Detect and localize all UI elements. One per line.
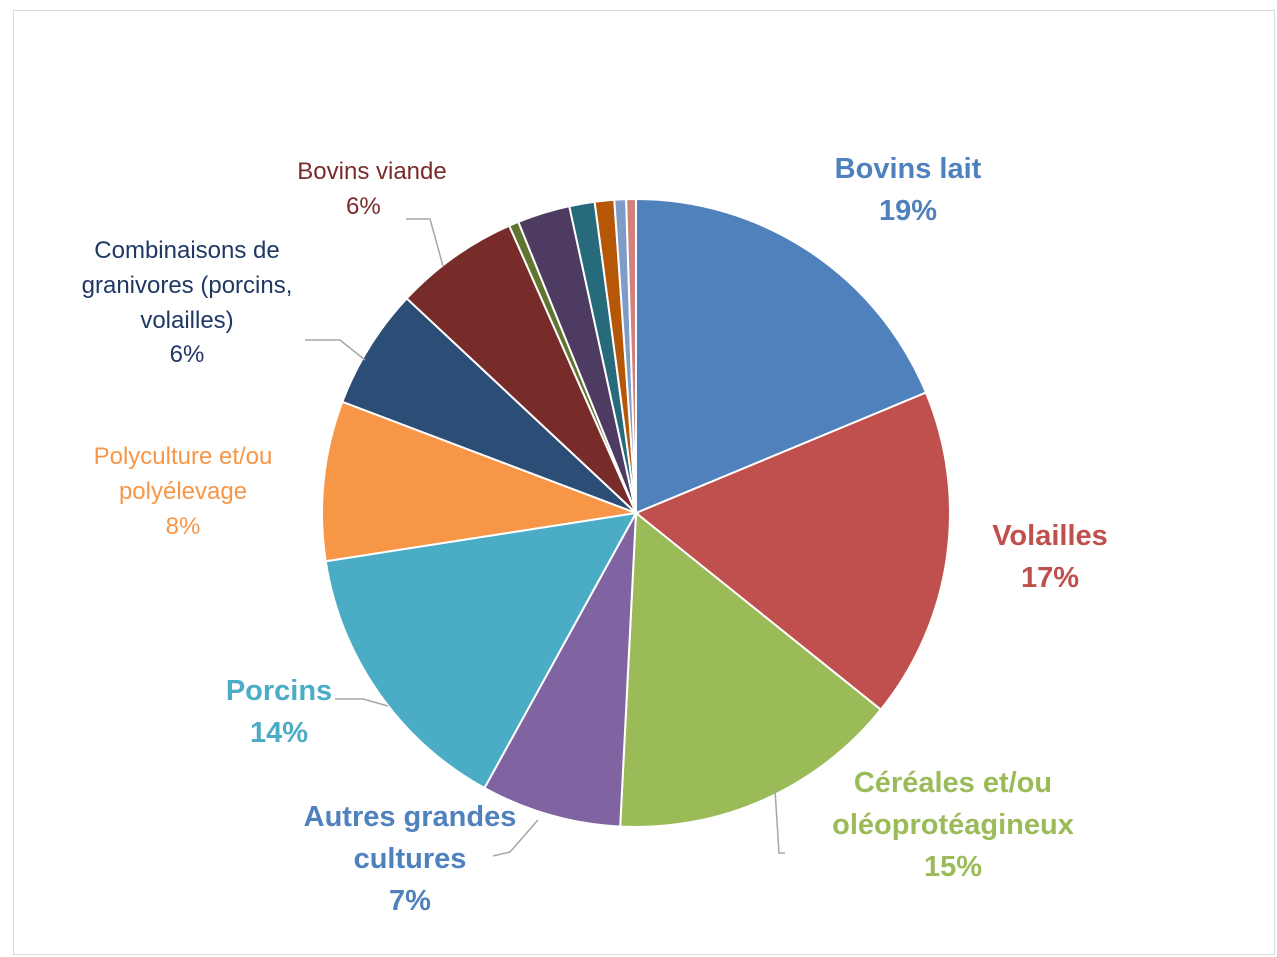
pie-slice-6 <box>341 297 637 514</box>
pie-slice-4 <box>324 511 638 790</box>
label-porcins: Porcins 14% <box>225 675 333 750</box>
pie-slice-0 <box>635 197 928 515</box>
label-bovins-lait: Bovins lait 19% <box>834 153 982 228</box>
leader-line-2 <box>335 698 389 707</box>
leader-line-4 <box>774 789 785 854</box>
label-polyculture: Polyculture et/ou polyélevage 8% <box>93 443 273 540</box>
pie-slice-13 <box>625 197 637 514</box>
label-cereales: Céréales et/ou oléoprotéagineux 15% <box>832 767 1074 884</box>
label-bovins-viande: Bovins viande 6% <box>297 158 447 220</box>
pie-slice-2 <box>619 510 883 828</box>
label-autres-grandes-cultures: Autres grandes cultures 7% <box>303 801 517 918</box>
pie-slice-7 <box>405 224 637 514</box>
pie-slice-5 <box>321 400 640 563</box>
label-combinaisons-granivores: Combinaisons de granivores (porcins, volai… <box>81 237 293 369</box>
pie-slice-3 <box>483 512 637 828</box>
pie-slice-1 <box>634 391 951 712</box>
leader-line-3 <box>492 819 539 857</box>
leader-line-0 <box>406 218 444 267</box>
leader-line-1 <box>305 339 366 361</box>
label-volailles: Volailles 17% <box>992 520 1108 595</box>
